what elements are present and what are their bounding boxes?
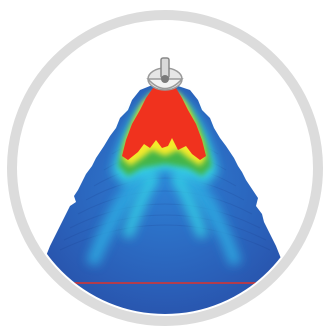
cone-outer-blue bbox=[34, 86, 296, 314]
lobe-left bbox=[86, 150, 156, 266]
lobe-center-left bbox=[122, 170, 160, 238]
lobe-right bbox=[174, 150, 242, 266]
red-core bbox=[122, 88, 206, 160]
transducer-icon bbox=[146, 57, 184, 91]
lobe-center-right bbox=[170, 170, 208, 238]
